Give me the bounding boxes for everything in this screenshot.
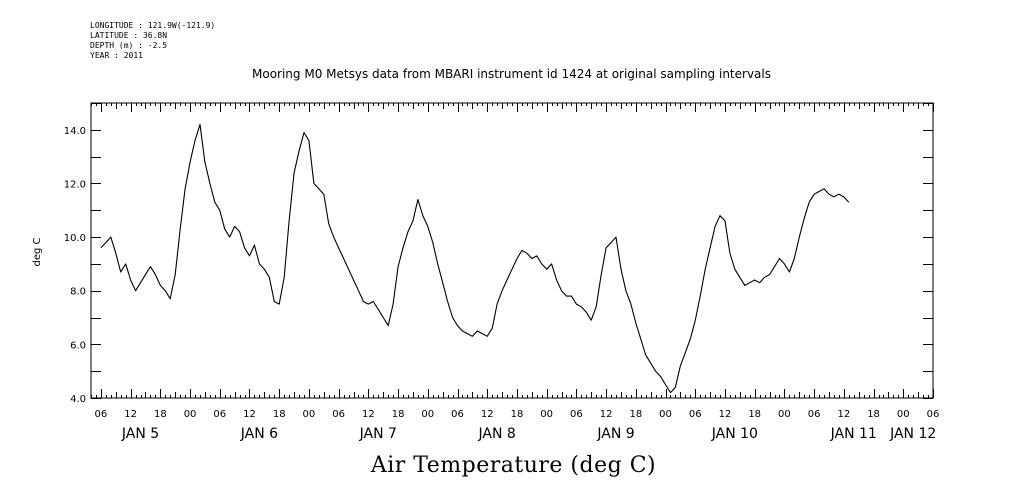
- x-hour-label: 18: [392, 409, 405, 420]
- x-hour-label: 06: [927, 409, 940, 420]
- x-hour-label: 06: [689, 409, 702, 420]
- x-hour-label: 18: [867, 409, 880, 420]
- x-hour-label: 06: [570, 409, 583, 420]
- x-hour-label: 00: [897, 409, 910, 420]
- x-hour-label: 06: [808, 409, 821, 420]
- series-line-0: [100, 123, 850, 394]
- x-hour-label: 06: [213, 409, 226, 420]
- x-hour-label: 18: [511, 409, 524, 420]
- longitude-text: LONGITUDE : 121.9W(-121.9): [90, 21, 216, 30]
- x-date-label: JAN 5: [121, 426, 159, 442]
- x-date-label: JAN 6: [240, 426, 278, 442]
- x-hour-label: 18: [748, 409, 761, 420]
- x-hour-label: 12: [124, 409, 137, 420]
- y-tick-label: 10.0: [64, 233, 86, 244]
- x-hour-label: 18: [629, 409, 642, 420]
- x-date-label: JAN 8: [477, 426, 515, 442]
- x-hour-label: 12: [600, 409, 613, 420]
- plot-frame: [90, 102, 934, 399]
- chart-title: Mooring M0 Metsys data from MBARI instru…: [252, 67, 771, 81]
- x-date-label: JAN 7: [359, 426, 397, 442]
- x-hour-label: 00: [540, 409, 553, 420]
- y-axis-label: deg C: [32, 237, 43, 266]
- x-hour-label: 00: [659, 409, 672, 420]
- x-hour-label: 12: [719, 409, 732, 420]
- x-axis-label: Air Temperature (deg C): [370, 453, 657, 478]
- year-text: YEAR : 2011: [90, 51, 143, 60]
- latitude-text: LATITUDE : 36.8N: [90, 31, 168, 40]
- y-tick-label: 6.0: [70, 340, 86, 351]
- x-hour-label: 00: [303, 409, 316, 420]
- x-hour-label: 12: [243, 409, 256, 420]
- x-hour-label: 18: [154, 409, 167, 420]
- depth-text: DEPTH (m) : -2.5: [90, 41, 168, 50]
- x-date-label: JAN 9: [596, 426, 634, 442]
- x-hour-label: 12: [362, 409, 375, 420]
- x-date-label: JAN 11: [830, 426, 877, 442]
- metadata-block: LONGITUDE : 121.9W(-121.9) LATITUDE : 36.…: [90, 21, 215, 61]
- y-tick-label: 4.0: [70, 394, 86, 405]
- y-tick-label: 14.0: [64, 126, 86, 137]
- x-date-label: JAN 12: [889, 426, 936, 442]
- x-hour-label: 06: [95, 409, 108, 420]
- x-hour-label: 18: [273, 409, 286, 420]
- y-tick-label: 8.0: [70, 287, 86, 298]
- x-hour-label: 00: [421, 409, 434, 420]
- x-hour-label: 12: [481, 409, 494, 420]
- y-tick-label: 12.0: [64, 179, 86, 190]
- x-hour-label: 06: [451, 409, 464, 420]
- x-hour-label: 06: [332, 409, 345, 420]
- x-hour-label: 12: [837, 409, 850, 420]
- x-date-label: JAN 10: [711, 426, 758, 442]
- x-hour-label: 00: [778, 409, 791, 420]
- x-hour-label: 00: [184, 409, 197, 420]
